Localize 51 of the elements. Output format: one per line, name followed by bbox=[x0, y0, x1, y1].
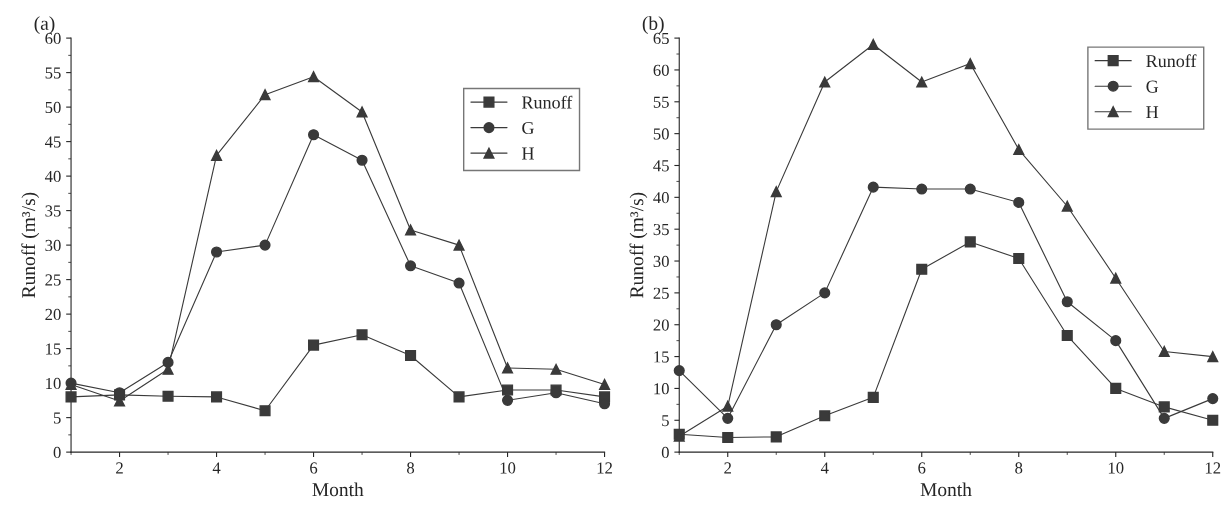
x-axis-title: Month bbox=[312, 482, 364, 497]
legend-label: H bbox=[1146, 106, 1159, 119]
y-axis-title: Runoff (m³/s) bbox=[21, 192, 40, 298]
legend-label: H bbox=[521, 147, 534, 160]
y-tick-label: 65 bbox=[653, 32, 669, 45]
x-tick-label: 10 bbox=[500, 462, 516, 474]
y-tick-label: 30 bbox=[45, 239, 61, 252]
y-tick-label: 5 bbox=[53, 412, 61, 424]
y-tick-label: 30 bbox=[653, 255, 669, 267]
x-tick-label: 6 bbox=[918, 462, 926, 474]
x-tick-label: 12 bbox=[597, 462, 612, 474]
y-tick-label: 40 bbox=[44, 170, 61, 183]
y-tick-label: 45 bbox=[653, 160, 669, 172]
y-tick-label: 50 bbox=[45, 101, 61, 114]
y-tick-label: 60 bbox=[45, 32, 61, 45]
x-tick-label: 8 bbox=[407, 462, 415, 474]
y-axis-title: Runoff (m³/s) bbox=[629, 192, 648, 298]
x-tick-label: 2 bbox=[724, 462, 731, 474]
y-tick-label: 35 bbox=[653, 223, 669, 236]
legend-label: Runoff bbox=[1146, 54, 1197, 68]
y-tick-label: 55 bbox=[45, 67, 61, 79]
legend-label: G bbox=[522, 121, 534, 135]
x-tick-label: 12 bbox=[1205, 462, 1221, 474]
y-tick-label: 15 bbox=[654, 351, 669, 363]
x-tick-label: 8 bbox=[1015, 462, 1023, 474]
y-tick-label: 10 bbox=[654, 383, 669, 395]
chart-title: (b) bbox=[642, 16, 664, 34]
y-tick-label: 25 bbox=[653, 287, 669, 299]
x-tick-label: 2 bbox=[116, 462, 123, 474]
x-tick-label: 6 bbox=[310, 462, 318, 474]
y-tick-label: 40 bbox=[653, 192, 669, 204]
y-tick-label: 60 bbox=[653, 64, 669, 76]
x-tick-label: 4 bbox=[212, 462, 221, 474]
y-tick-label: 55 bbox=[653, 96, 669, 108]
x-axis-title: Month bbox=[920, 482, 972, 497]
y-tick-label: 50 bbox=[653, 128, 669, 140]
y-tick-label: 25 bbox=[45, 274, 61, 286]
chart-title: (a) bbox=[34, 16, 55, 34]
y-tick-label: 0 bbox=[661, 446, 669, 459]
x-tick-label: 4 bbox=[820, 462, 829, 474]
y-tick-label: 15 bbox=[46, 343, 61, 355]
legend-label: G bbox=[1146, 80, 1159, 93]
y-tick-label: 0 bbox=[53, 446, 61, 459]
y-tick-label: 35 bbox=[45, 205, 61, 217]
x-tick-label: 10 bbox=[1108, 462, 1124, 474]
y-tick-label: 45 bbox=[44, 136, 61, 148]
y-tick-label: 20 bbox=[653, 319, 669, 331]
legend-label: Runoff bbox=[521, 95, 573, 109]
y-tick-label: 20 bbox=[45, 308, 61, 321]
y-tick-label: 10 bbox=[46, 377, 61, 390]
y-tick-label: 5 bbox=[662, 415, 669, 427]
